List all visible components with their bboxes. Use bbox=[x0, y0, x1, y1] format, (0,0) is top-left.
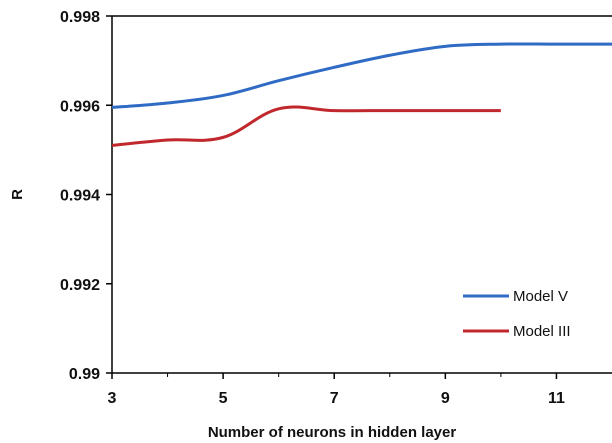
legend-label: Model V bbox=[513, 288, 568, 305]
y-tick-label: 0.992 bbox=[60, 277, 100, 294]
y-tick-label: 0.99 bbox=[69, 366, 100, 383]
x-tick-label: 5 bbox=[219, 390, 228, 407]
y-tick-label: 0.994 bbox=[60, 188, 100, 205]
series-line-model-iii bbox=[111, 105, 501, 147]
x-axis-ticks: 3 5 7 9 11 bbox=[108, 373, 565, 407]
x-tick-label: 9 bbox=[441, 390, 450, 407]
y-axis-title: R bbox=[9, 189, 26, 200]
x-axis-title: Number of neurons in hidden layer bbox=[208, 424, 457, 441]
legend-label: Model III bbox=[513, 323, 571, 340]
y-tick-label: 0.998 bbox=[60, 9, 100, 26]
x-tick-label: 11 bbox=[548, 390, 565, 407]
x-tick-label: 7 bbox=[330, 390, 339, 407]
y-axis-ticks: 0.99 0.992 0.994 0.996 0.998 bbox=[60, 9, 112, 383]
legend: Model V Model III bbox=[463, 288, 571, 340]
y-tick-label: 0.996 bbox=[60, 98, 100, 115]
x-tick-label: 3 bbox=[108, 390, 117, 407]
series-layer bbox=[111, 42, 612, 147]
series-line-model-v bbox=[111, 42, 612, 109]
